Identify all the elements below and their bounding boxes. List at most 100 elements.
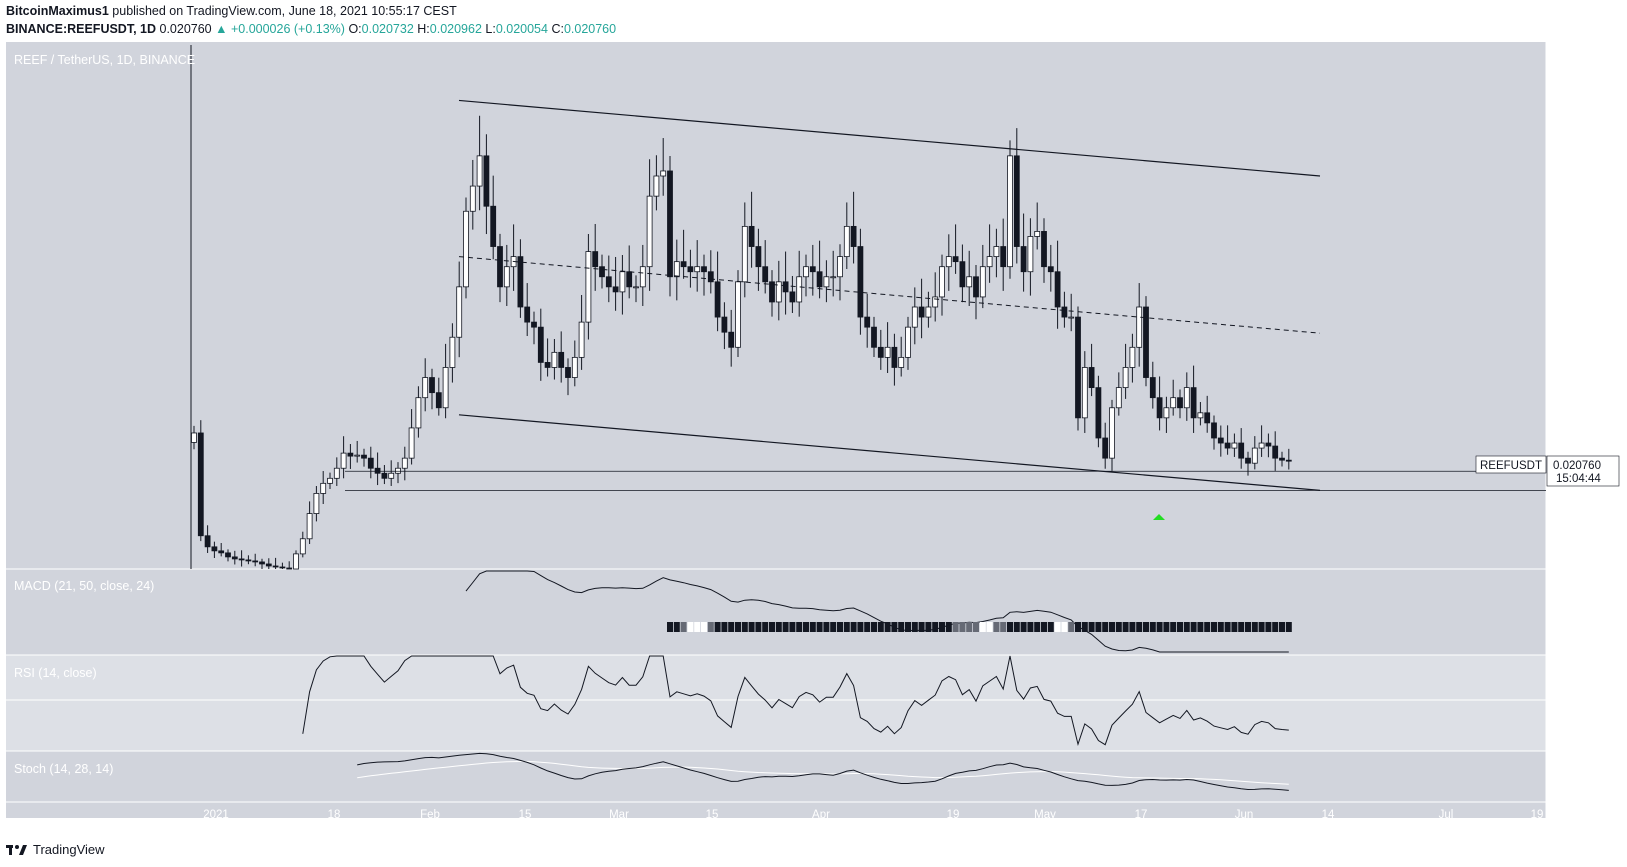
macd-histogram-bar <box>803 622 809 632</box>
candle-down <box>857 246 864 318</box>
macd-histogram-bar <box>837 622 843 632</box>
candle-down <box>367 457 374 469</box>
candle-down <box>973 276 979 298</box>
main-pane-title: REEF / TetherUS, 1D, BINANCE <box>14 53 195 67</box>
candle-up <box>1129 346 1136 368</box>
macd-histogram-bar <box>1095 622 1102 632</box>
candle-down <box>592 251 599 268</box>
macd-histogram-bar <box>945 622 952 632</box>
candle-down <box>252 560 259 563</box>
published-text: published on TradingView.com, June 18, 2… <box>112 4 457 18</box>
macd-histogram-bar <box>1211 622 1217 632</box>
candle-up <box>884 346 891 358</box>
macd-histogram-bar <box>809 622 816 632</box>
candle-down <box>1156 397 1163 419</box>
candle-up <box>340 452 347 469</box>
macd-histogram-bar <box>1285 622 1292 632</box>
candle-up <box>830 276 837 279</box>
symbol-badge <box>1475 455 1547 474</box>
macd-histogram-bar <box>843 622 850 632</box>
candle-up <box>1034 231 1041 237</box>
macd-histogram-bar <box>775 622 782 632</box>
candle-down <box>565 367 571 378</box>
candle-up <box>313 493 320 514</box>
candle-up <box>354 454 361 457</box>
price-tick-label: 0.040000 <box>1558 262 1606 274</box>
candle-up <box>306 513 313 540</box>
macd-histogram-bar <box>1190 622 1197 632</box>
price-tick-label: 0.030000 <box>1558 362 1606 374</box>
last-price: 0.020760 <box>159 22 212 36</box>
macd-histogram-bar <box>986 622 993 632</box>
candle-down <box>381 472 388 479</box>
candle-down <box>1095 387 1102 439</box>
candle-up <box>633 286 639 289</box>
price-axis[interactable]: 0.060000 0.055000 0.050000 0.045000 0.040000… <box>1558 60 1606 576</box>
candle-down <box>1000 246 1007 268</box>
rsi-series <box>302 655 1289 746</box>
candle-up <box>293 553 299 570</box>
candle-up <box>442 367 449 409</box>
macd-histogram-bar <box>939 622 945 632</box>
macd-histogram-bar <box>898 622 905 632</box>
candle-down <box>435 392 442 409</box>
candle-down <box>680 261 687 268</box>
candle-down <box>599 266 605 278</box>
macd-histogram-bar <box>932 622 939 632</box>
candle-down <box>762 266 769 283</box>
macd-histogram-bar <box>1075 622 1081 632</box>
candle-down <box>1143 306 1149 378</box>
candle-down <box>361 454 367 459</box>
time-tick-label: 15 <box>706 809 719 821</box>
macd-histogram-bar <box>1047 622 1054 632</box>
candle-up <box>660 170 667 177</box>
candle-down <box>1061 306 1068 318</box>
last-price-badge-value: 0.020760 <box>1553 460 1601 472</box>
candle-down <box>605 276 612 288</box>
lower-channel-line <box>458 414 1321 491</box>
macd-histogram-bar <box>1000 622 1007 632</box>
candle-down <box>918 306 925 318</box>
macd-histogram-bar <box>1149 622 1156 632</box>
macd-histogram-bar <box>1143 622 1149 632</box>
high-label: H: <box>417 22 430 36</box>
macd-histogram-bar <box>1224 622 1231 632</box>
macd-histogram-bar <box>816 622 823 632</box>
symbol-info-line: BINANCE:REEFUSDT, 1D 0.020760 ▲ +0.00002… <box>6 22 616 36</box>
candle-up <box>837 256 843 278</box>
candle-up <box>1170 397 1177 409</box>
price-tick-label: 0.055000 <box>1558 111 1606 123</box>
macd-histogram-bar <box>735 622 741 632</box>
candle-up <box>1258 442 1265 449</box>
price-tick-label: 0.050000 <box>1558 161 1606 173</box>
candle-down <box>1224 442 1231 449</box>
price-tick-label: 0.015000 <box>1558 514 1606 526</box>
macd-histogram-bar <box>1170 622 1177 632</box>
macd-histogram-bar <box>1115 622 1122 632</box>
candle-down <box>1217 437 1224 444</box>
macd-histogram-bar <box>1041 622 1047 632</box>
footer-brand[interactable]: TradingView <box>6 842 105 857</box>
time-tick-label: Jul <box>1439 809 1454 821</box>
time-tick-label: Jun <box>1235 809 1254 821</box>
candle-up <box>1163 407 1170 419</box>
candle-down <box>687 266 694 273</box>
candle-down <box>524 306 531 323</box>
candle-up <box>803 266 809 278</box>
macd-histogram-bar <box>1061 622 1068 632</box>
low-value: 0.020054 <box>495 22 548 36</box>
time-axis[interactable]: 2021 18 Feb 15 Mar 15 Apr 19 May 17 Jun 14 Jul 19 <box>203 809 1543 821</box>
macd-histogram-bar <box>1122 622 1129 632</box>
price-tick-label: 0.060000 <box>1558 60 1606 72</box>
candle-down <box>850 225 857 247</box>
rsi-pane-title: RSI (14, close) <box>14 666 97 680</box>
candle-up <box>456 286 463 338</box>
author-name[interactable]: BitcoinMaximus1 <box>6 4 109 18</box>
candle-up <box>415 397 422 429</box>
candle-down <box>1238 442 1245 459</box>
price-tick-label: 0.010000 <box>1558 564 1606 576</box>
macd-histogram-bar <box>864 622 871 632</box>
candle-down <box>558 351 565 368</box>
candle-up <box>1197 412 1204 419</box>
